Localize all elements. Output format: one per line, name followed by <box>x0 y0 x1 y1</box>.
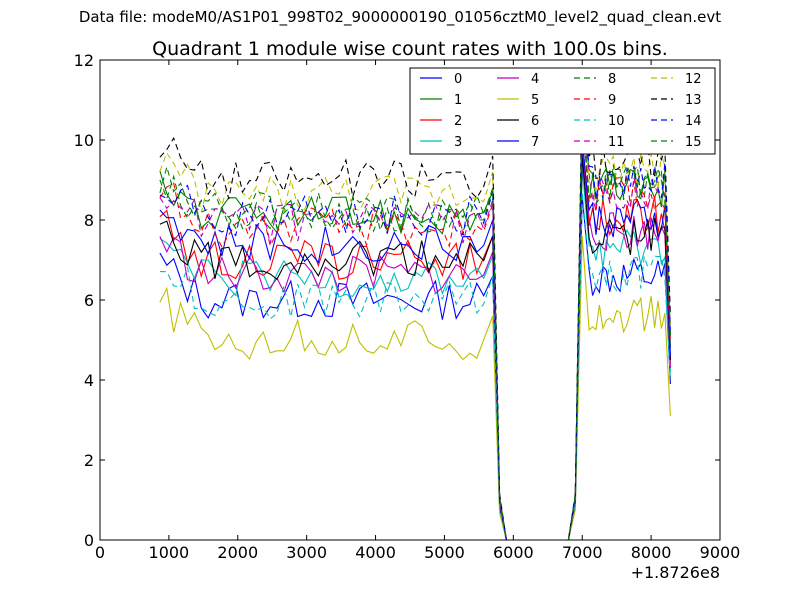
legend-label-13: 13 <box>685 93 702 108</box>
series-11-line <box>159 111 671 541</box>
axis-layer: 0 1000 2000 3000 4000 5000 6000 7000 8000 9000 0 2 4… <box>74 51 741 562</box>
legend-label-10: 10 <box>608 114 625 129</box>
x-tick-label: 0 <box>95 543 105 562</box>
y-tick-label: 6 <box>84 291 94 310</box>
series-layer <box>159 79 671 541</box>
y-tick-label: 10 <box>74 131 94 150</box>
x-tick-label: 5000 <box>424 543 465 562</box>
y-tick-label: 12 <box>74 51 94 70</box>
x-tick-label: 4000 <box>355 543 396 562</box>
legend-label-5: 5 <box>531 93 539 108</box>
legend-label-1: 1 <box>454 93 462 108</box>
legend-label-9: 9 <box>608 93 616 108</box>
y-tick-label: 0 <box>84 531 94 550</box>
series-7-line <box>159 139 671 541</box>
series-15-line <box>159 103 671 541</box>
series-6-line <box>159 155 671 541</box>
series-1-line <box>159 107 671 541</box>
legend-label-12: 12 <box>685 72 702 87</box>
series-13-line <box>159 79 671 541</box>
x-tick-label: 6000 <box>493 543 534 562</box>
series-8-line <box>159 103 671 541</box>
legend-label-7: 7 <box>531 135 539 150</box>
y-tick-label: 4 <box>84 371 94 390</box>
x-tick-label: 3000 <box>286 543 327 562</box>
x-tick-label: 8000 <box>631 543 672 562</box>
series-10-line <box>159 191 671 541</box>
x-offset-label: +1.8726e8 <box>631 563 720 582</box>
series-12-line <box>159 91 671 541</box>
legend-label-8: 8 <box>608 72 616 87</box>
data-file-header: Data file: modeM0/AS1P01_998T02_90000001… <box>78 8 722 26</box>
chart-title: Quadrant 1 module wise count rates with … <box>152 38 668 60</box>
x-tick-label: 1000 <box>149 543 190 562</box>
series-9-line <box>159 115 671 541</box>
legend-label-11: 11 <box>608 135 625 150</box>
legend-label-4: 4 <box>531 72 539 87</box>
y-tick-label: 2 <box>84 451 94 470</box>
series-3-line <box>159 167 671 541</box>
series-0-line <box>159 195 671 541</box>
legend-label-15: 15 <box>685 135 702 150</box>
legend-label-3: 3 <box>454 135 462 150</box>
legend-box <box>409 67 716 155</box>
legend-label-2: 2 <box>454 114 462 129</box>
x-tick-label: 9000 <box>700 543 741 562</box>
legend-label-14: 14 <box>685 114 702 129</box>
x-tick-label: 2000 <box>217 543 258 562</box>
y-tick-label: 8 <box>84 211 94 230</box>
legend-label-0: 0 <box>454 72 462 87</box>
series-14-line <box>159 99 671 541</box>
x-tick-label: 7000 <box>562 543 603 562</box>
legend-label-6: 6 <box>531 114 539 129</box>
series-5-line <box>159 235 671 541</box>
